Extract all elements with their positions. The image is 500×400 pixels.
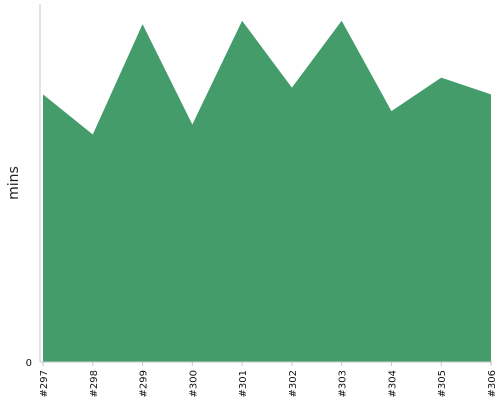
x-tick-label: #302 — [288, 370, 299, 397]
y-axis-label: mins — [6, 166, 22, 200]
y-tick-label: 0 — [26, 358, 32, 369]
x-tick-label: #301 — [238, 370, 249, 397]
series-area-layer — [43, 20, 491, 362]
x-tick-label: #304 — [387, 370, 398, 397]
x-tick-label: #298 — [89, 370, 100, 397]
x-tick-label: #297 — [39, 370, 50, 397]
x-tick-labels: #297 #298 #299 #300 #301 #302 #303 #304 #305 #306 — [39, 362, 498, 397]
x-tick-label: #306 — [487, 370, 498, 397]
series-area — [43, 20, 491, 362]
x-tick-label: #299 — [139, 370, 150, 397]
x-tick-label: #303 — [338, 370, 349, 397]
x-tick-label: #300 — [188, 370, 199, 397]
x-tick-label: #305 — [437, 370, 448, 397]
